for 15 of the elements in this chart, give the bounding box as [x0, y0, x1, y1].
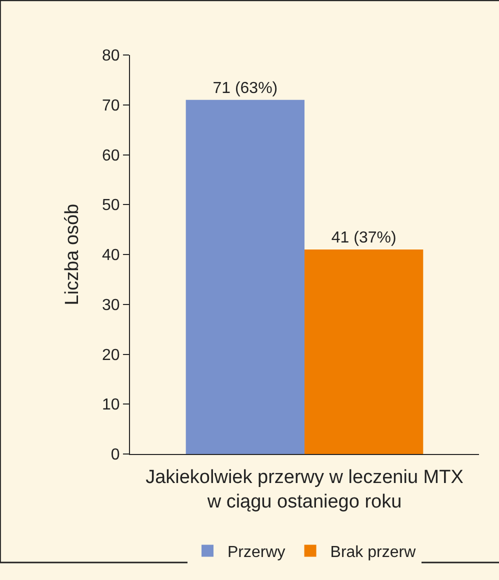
y-tick-label: 50 [102, 197, 120, 214]
y-tick-label: 40 [102, 247, 120, 264]
y-axis-title: Liczba osób [62, 204, 83, 306]
y-tick-label: 0 [110, 446, 120, 464]
y-tick-label: 30 [102, 296, 120, 314]
y-tick-label: 80 [102, 48, 120, 65]
y-tick-label: 70 [102, 97, 120, 114]
y-tick-label: 60 [102, 147, 120, 164]
y-tick-label: 20 [102, 346, 120, 364]
legend-label: Przerwy [228, 544, 286, 561]
data-label: 71 (63%) [212, 80, 278, 97]
y-tick-label: 10 [102, 396, 120, 414]
data-label: 41 (37%) [331, 230, 396, 247]
legend-label: Brak przerw [330, 544, 416, 561]
x-axis-title: Jakiekolwiek przerwy w leczeniu MTX w ciągu ostaniego roku [146, 467, 464, 513]
